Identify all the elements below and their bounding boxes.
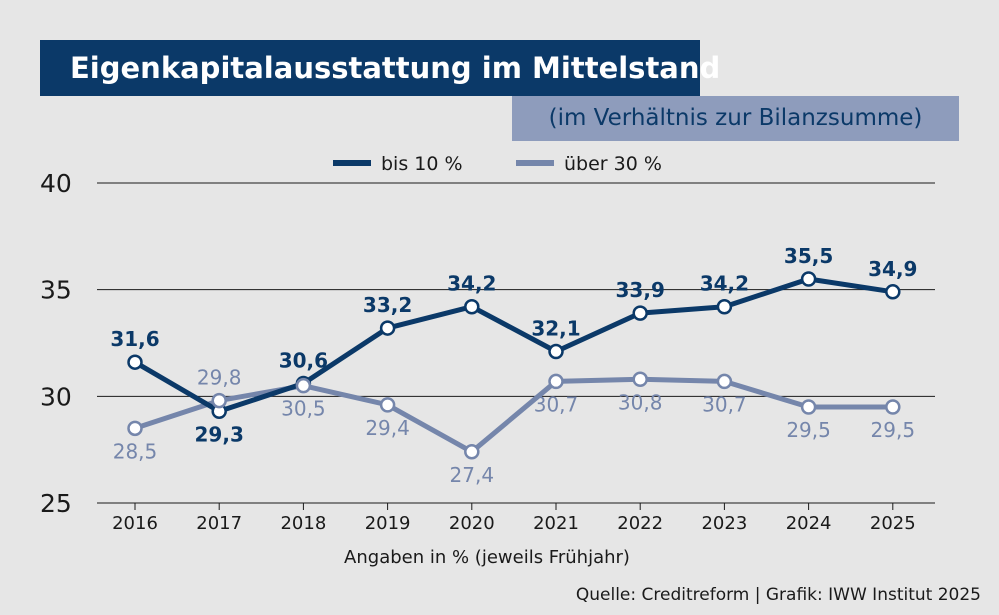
axes: 25 30 35 40 2016 2017 2018 2019 2020 2021 2022 2023… <box>40 169 916 534</box>
data-label: 28,5 <box>113 439 158 463</box>
data-point <box>127 354 143 370</box>
series-lines <box>133 276 894 455</box>
x-tick-label: 2018 <box>280 513 326 534</box>
y-tick-label: 40 <box>40 169 72 198</box>
y-tick-label: 35 <box>40 276 72 305</box>
data-label: 33,9 <box>616 278 665 302</box>
series-line <box>133 276 894 414</box>
data-point <box>379 397 396 413</box>
data-label: 31,6 <box>110 327 159 351</box>
data-point <box>716 373 733 390</box>
data-point <box>548 343 564 360</box>
data-point <box>885 399 901 415</box>
legend-label: über 30 % <box>564 153 662 175</box>
data-point <box>885 284 901 300</box>
grid-lines <box>97 182 935 504</box>
x-tick-label: 2021 <box>533 513 579 534</box>
data-points <box>127 271 901 460</box>
data-label: 30,7 <box>702 392 747 416</box>
x-tick-label: 2022 <box>617 513 663 534</box>
legend-label: bis 10 % <box>381 153 463 175</box>
x-tick-label: 2020 <box>449 513 495 534</box>
data-label: 34,9 <box>868 257 917 281</box>
data-label: 30,6 <box>279 349 328 373</box>
data-point <box>716 298 733 315</box>
chart-subtitle: (im Verhältnis zur Bilanzsumme) <box>512 96 959 141</box>
data-point <box>211 392 227 409</box>
y-tick-label: 30 <box>40 382 72 411</box>
data-point <box>127 420 143 437</box>
data-label: 35,5 <box>784 244 833 268</box>
x-tick-label: 2017 <box>196 513 242 534</box>
data-label: 32,1 <box>531 317 580 341</box>
data-point <box>800 271 817 287</box>
data-point <box>800 399 817 415</box>
data-label: 29,4 <box>365 416 410 440</box>
data-point <box>464 444 480 460</box>
data-label: 34,2 <box>700 272 749 296</box>
data-label: 30,7 <box>534 392 579 416</box>
data-point <box>632 371 648 388</box>
x-tick-label: 2023 <box>701 513 747 534</box>
x-tick-label: 2016 <box>112 513 158 534</box>
data-label: 29,8 <box>197 366 242 390</box>
data-point <box>295 377 312 394</box>
legend: bis 10 % über 30 % <box>333 153 662 175</box>
x-tick-label: 2024 <box>786 513 832 534</box>
data-label: 29,5 <box>786 418 831 442</box>
data-label: 33,2 <box>363 293 412 317</box>
data-point <box>464 298 480 315</box>
x-tick-label: 2019 <box>365 513 411 534</box>
x-axis-title: Angaben in % (jeweils Frühjahr) <box>344 547 630 568</box>
data-point <box>632 305 648 321</box>
data-label: 29,3 <box>195 422 244 446</box>
series-line <box>134 376 893 455</box>
x-tick-label: 2025 <box>870 513 916 534</box>
source-note: Quelle: Creditreform | Grafik: IWW Insti… <box>575 585 981 605</box>
data-point <box>379 320 396 336</box>
data-labels: 31,6 29,3 30,6 33,2 34,2 32,1 33,9 34,2 35,5 34,9… <box>110 244 917 487</box>
data-label: 34,2 <box>447 272 496 296</box>
data-label: 27,4 <box>450 463 495 487</box>
data-label: 29,5 <box>871 418 916 442</box>
data-point <box>548 373 564 390</box>
data-label: 30,8 <box>618 390 663 414</box>
y-tick-label: 25 <box>40 489 72 518</box>
data-label: 30,5 <box>281 397 326 421</box>
chart-title: Eigenkapitalausstattung im Mittelstand <box>40 40 720 96</box>
